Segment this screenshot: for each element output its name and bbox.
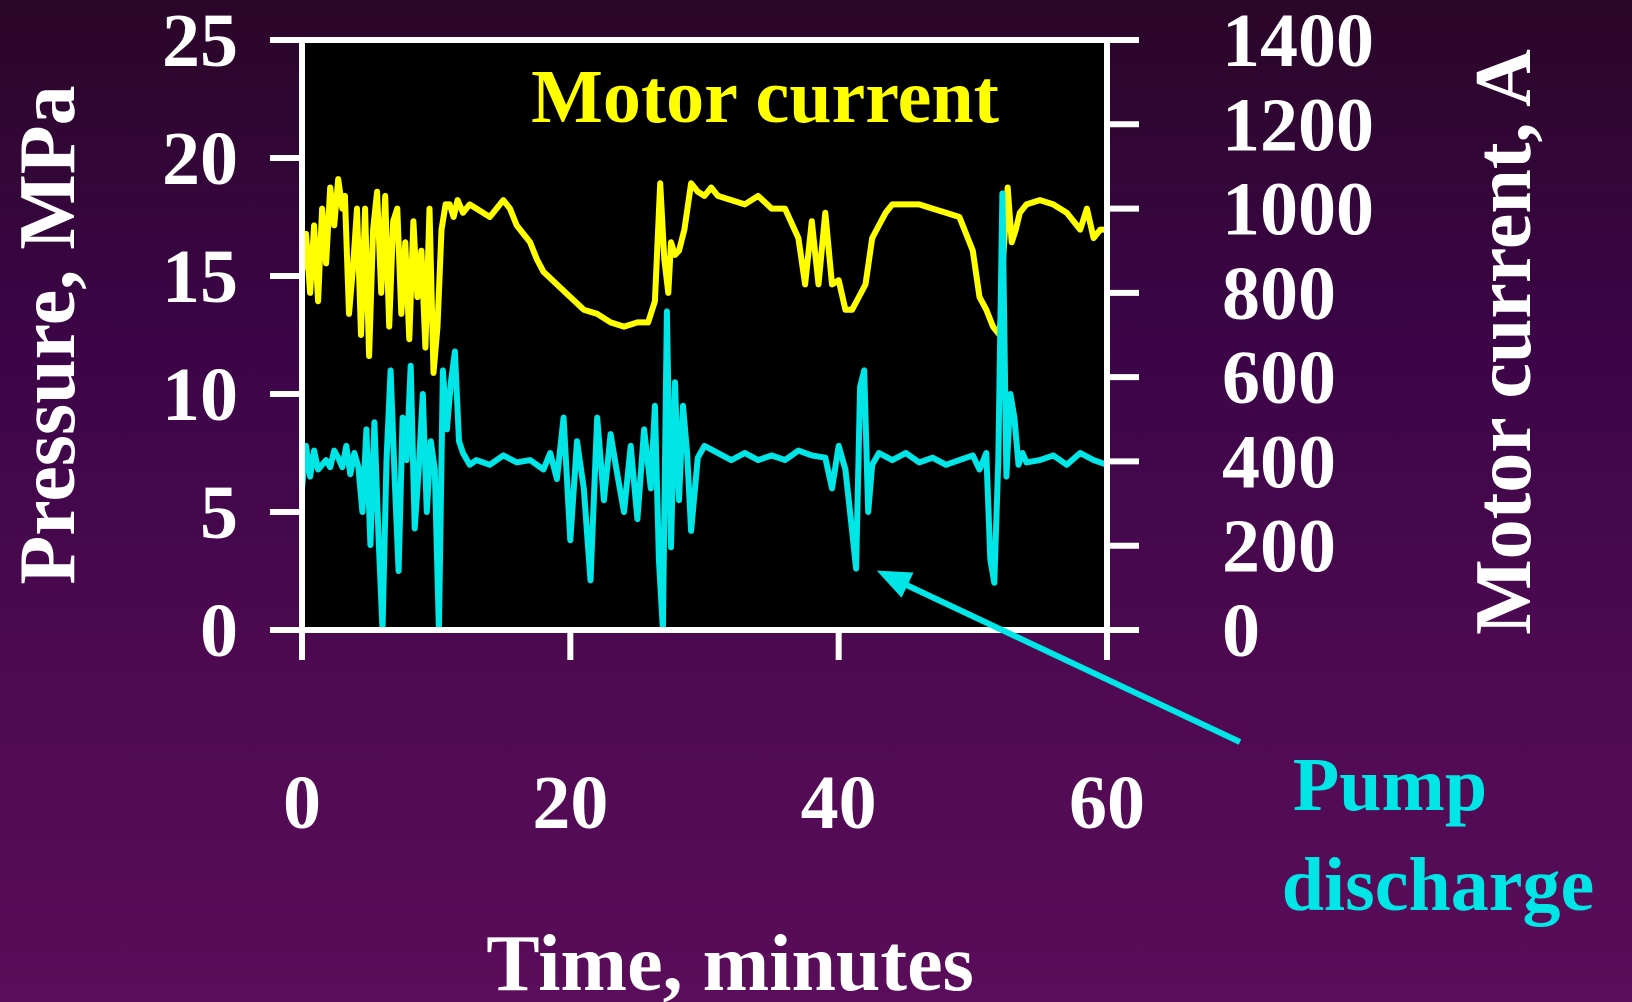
- pump-discharge-annotation-line2: discharge: [1282, 843, 1594, 927]
- right-y-axis-label: Motor current, A: [1460, 49, 1548, 635]
- left-y-axis-label: Pressure, MPa: [4, 85, 92, 584]
- x-axis-label: Time, minutes: [486, 920, 973, 1002]
- arrow-shaft: [889, 574, 1242, 745]
- arrow-head: [876, 570, 914, 598]
- left-y-tick-label: 0: [200, 589, 238, 673]
- x-tick-label: 40: [801, 761, 877, 845]
- x-tick-label: 60: [1069, 761, 1145, 845]
- right-y-tick-label: 1400: [1222, 0, 1374, 83]
- left-y-tick-label: 5: [200, 471, 238, 555]
- labels-layer: Motor current Pump discharge Time, minut…: [4, 49, 1594, 1002]
- left-y-tick-label: 10: [162, 353, 238, 437]
- x-tick-label: 20: [532, 761, 608, 845]
- x-tick-label: 0: [283, 761, 321, 845]
- annotation-arrow: [876, 570, 1242, 745]
- right-y-tick-label: 600: [1222, 336, 1336, 420]
- right-y-tick-label: 200: [1222, 505, 1336, 589]
- left-y-tick-label: 25: [162, 0, 238, 83]
- right-y-tick-label: 400: [1222, 420, 1336, 504]
- pump-discharge-annotation-line1: Pump: [1293, 743, 1487, 827]
- right-y-tick-label: 800: [1222, 252, 1336, 336]
- series-layer: [299, 176, 1110, 633]
- right-y-tick-label: 1000: [1222, 168, 1374, 252]
- right-y-tick-label: 1200: [1222, 83, 1374, 167]
- left-y-tick-label: 15: [162, 235, 238, 319]
- motor-current-annotation: Motor current: [531, 55, 999, 139]
- axes-layer: [299, 37, 1110, 633]
- left-y-tick-label: 20: [162, 117, 238, 201]
- right-y-tick-label: 0: [1222, 589, 1260, 673]
- pump-discharge-line: [299, 190, 1110, 633]
- motor-current-line: [299, 176, 1110, 376]
